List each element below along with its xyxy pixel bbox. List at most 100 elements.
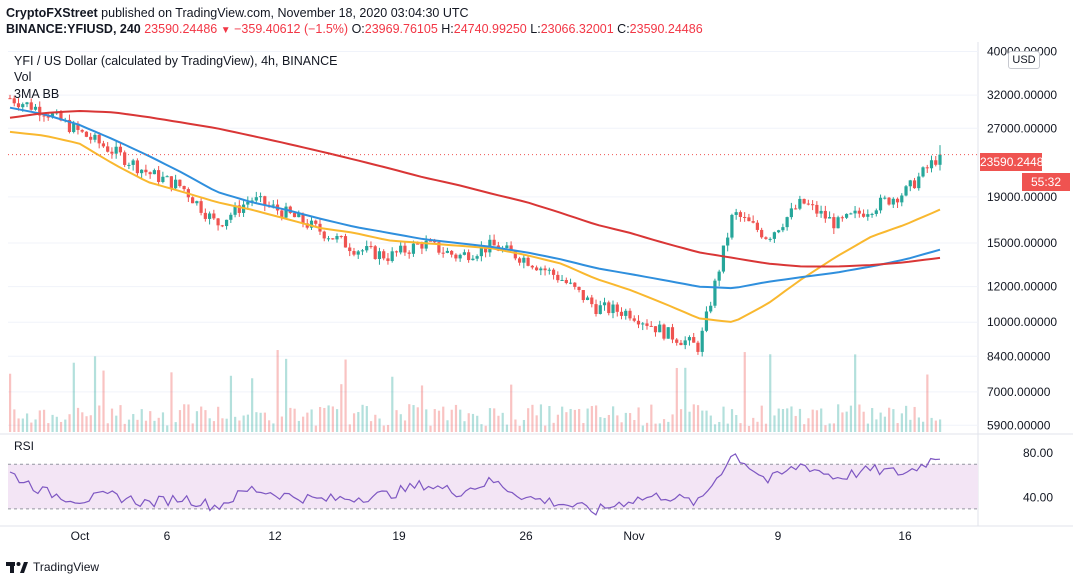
publisher-name[interactable]: CryptoFXStreet	[6, 6, 98, 20]
price-tick-label: 10000.00000	[987, 315, 1057, 329]
candle-body	[738, 212, 743, 217]
candle-body	[802, 198, 806, 204]
volume-bar	[607, 414, 610, 432]
volume-bar	[798, 408, 802, 432]
candle-body	[335, 235, 339, 240]
candle-body	[794, 208, 798, 210]
volume-bar	[55, 416, 58, 432]
candle-body	[526, 257, 530, 266]
publish-info: CryptoFXStreet published on TradingView.…	[6, 6, 469, 20]
time-tick-label: Oct	[71, 529, 90, 543]
volume-bar	[786, 408, 789, 432]
volume-bar	[365, 406, 368, 432]
candle-body	[72, 123, 76, 133]
candle-body	[216, 218, 220, 226]
candle-body	[615, 304, 619, 312]
volume-bar	[616, 415, 619, 432]
price-tick-label: 32000.00000	[987, 88, 1057, 102]
volume-bar	[905, 405, 908, 432]
volume-bar	[662, 419, 666, 432]
volume-bar	[297, 420, 300, 432]
volume-bar	[917, 417, 920, 432]
candle-body	[636, 320, 641, 325]
candle-body	[462, 252, 466, 255]
candle-body	[921, 167, 925, 177]
volume-bar	[429, 425, 432, 432]
candle-body	[437, 242, 441, 253]
volume-bar	[170, 372, 173, 432]
volume-bar	[837, 404, 840, 432]
candle-body	[123, 152, 127, 165]
candle-body	[692, 337, 696, 343]
candle-body	[844, 213, 849, 218]
rsi-line	[9, 453, 941, 516]
candle-body	[178, 179, 182, 186]
candle-body	[853, 210, 857, 214]
candle-body	[849, 213, 853, 215]
currency-selector[interactable]: USD	[1008, 51, 1040, 69]
volume-bar	[212, 421, 216, 432]
candle-body	[16, 103, 21, 108]
candle-body	[883, 197, 887, 199]
volume-bar	[403, 420, 407, 432]
candle-body	[895, 198, 900, 203]
volume-bar	[637, 407, 640, 432]
candle-body	[772, 232, 776, 239]
volume-bar	[442, 406, 445, 432]
volume-bar	[369, 421, 373, 432]
volume-bar	[561, 406, 564, 432]
candle-body	[445, 250, 449, 253]
candle-body	[539, 268, 543, 271]
price-chart[interactable]: 40000.0000032000.0000027000.0000019000.0…	[0, 42, 1073, 550]
candle-body	[815, 204, 819, 214]
volume-bar	[645, 422, 649, 432]
candle-body	[454, 254, 458, 259]
volume-bar	[352, 413, 356, 432]
volume-bar	[123, 423, 126, 432]
candle-body	[322, 231, 326, 239]
candle-body	[658, 324, 662, 333]
candle-body	[237, 205, 241, 213]
volume-bar	[871, 408, 874, 432]
candle-body	[683, 340, 687, 346]
candle-body	[416, 243, 420, 245]
volume-bar	[841, 412, 844, 432]
volume-bar	[149, 411, 152, 432]
candle-body	[755, 222, 759, 230]
time-tick-label: 16	[898, 529, 912, 543]
volume-bar	[187, 404, 190, 432]
ma-short-line	[9, 130, 941, 323]
volume-bar	[89, 415, 92, 432]
candle-body	[938, 154, 942, 165]
candle-body	[679, 342, 683, 346]
candle-body	[760, 229, 764, 238]
candle-body	[314, 220, 318, 224]
candle-body	[934, 160, 938, 165]
candle-body	[382, 251, 386, 259]
volume-bar	[391, 376, 394, 432]
footer-brand[interactable]: TradingView	[6, 560, 99, 574]
volume-bar	[747, 425, 751, 432]
candle-body	[819, 210, 823, 214]
candle-body	[140, 169, 144, 174]
volume-bar	[357, 412, 360, 432]
chart-title: YFI / US Dollar (calculated by TradingVi…	[14, 54, 338, 68]
candle-body	[517, 258, 522, 263]
volume-bar	[225, 418, 228, 432]
volume-bar	[255, 412, 258, 432]
candle-body	[900, 195, 904, 203]
volume-bar	[217, 406, 220, 432]
volume-bar	[399, 414, 402, 432]
volume-bar	[497, 415, 500, 432]
candle-body	[781, 227, 785, 231]
candle-body	[394, 251, 399, 253]
candle-body	[522, 257, 526, 263]
candle-body	[747, 217, 751, 222]
volume-bar	[590, 406, 593, 432]
volume-legend: Vol	[14, 70, 32, 84]
candle-body	[67, 119, 72, 133]
candle-body	[666, 327, 670, 339]
candle-body	[743, 216, 747, 218]
candle-body	[675, 339, 679, 343]
volume-bar	[348, 424, 351, 432]
